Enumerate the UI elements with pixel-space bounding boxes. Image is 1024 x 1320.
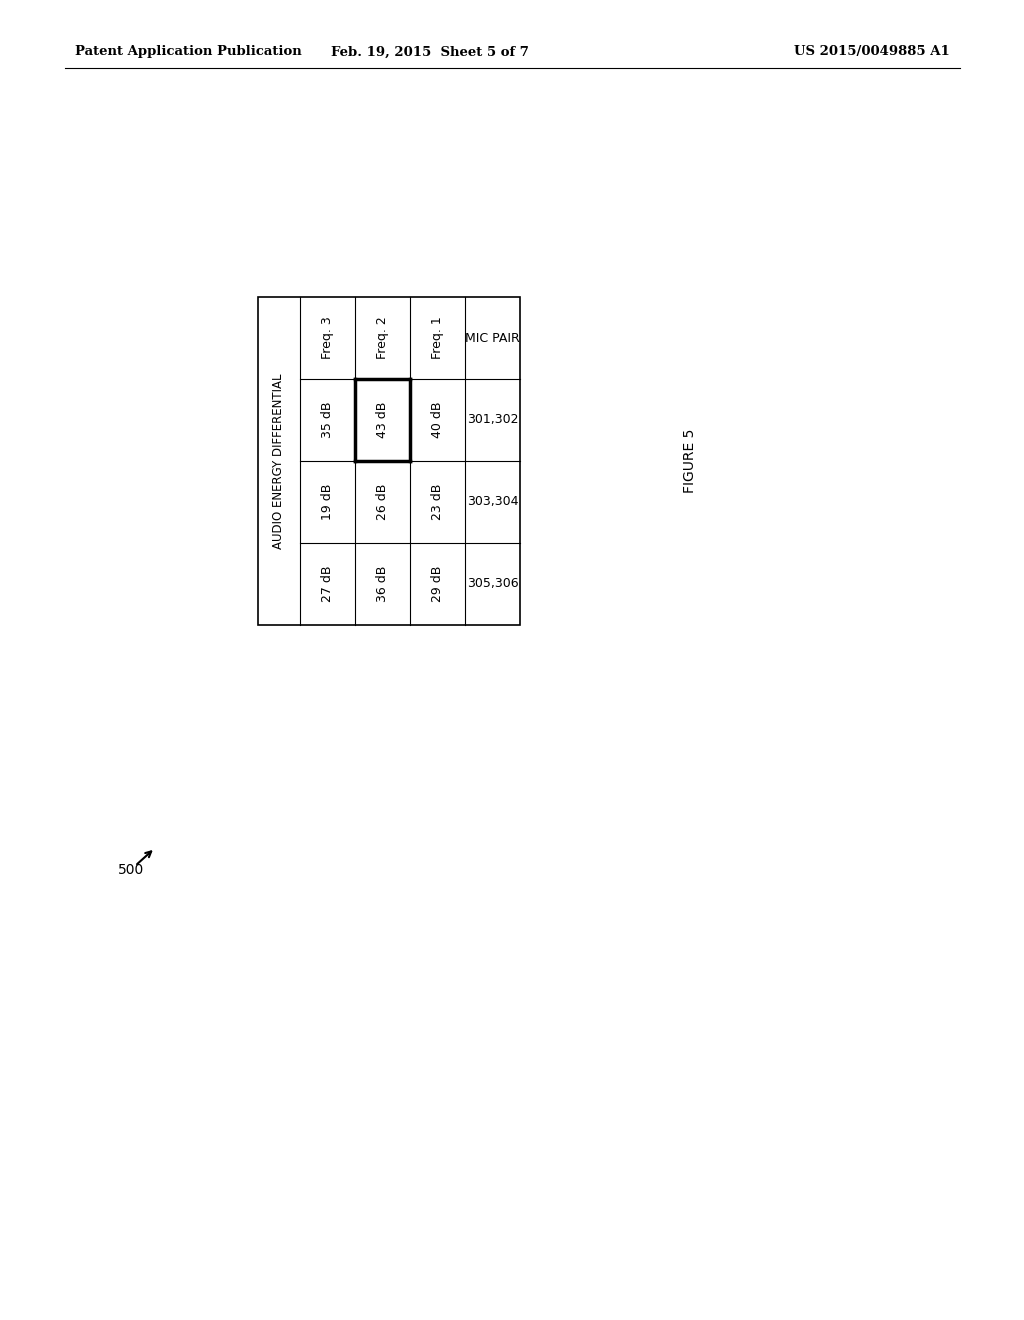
Text: 301,302: 301,302	[467, 413, 518, 426]
Text: 305,306: 305,306	[467, 578, 518, 590]
Text: US 2015/0049885 A1: US 2015/0049885 A1	[795, 45, 950, 58]
Text: 29 dB: 29 dB	[431, 566, 444, 602]
Text: 26 dB: 26 dB	[376, 484, 389, 520]
Text: Freq. 1: Freq. 1	[431, 317, 444, 359]
Text: Freq. 2: Freq. 2	[376, 317, 389, 359]
Text: 40 dB: 40 dB	[431, 401, 444, 438]
Text: 19 dB: 19 dB	[321, 484, 334, 520]
Text: 35 dB: 35 dB	[321, 401, 334, 438]
Text: MIC PAIR: MIC PAIR	[465, 331, 520, 345]
Text: Feb. 19, 2015  Sheet 5 of 7: Feb. 19, 2015 Sheet 5 of 7	[331, 45, 529, 58]
Text: 43 dB: 43 dB	[376, 401, 389, 438]
Text: AUDIO ENERGY DIFFERENTIAL: AUDIO ENERGY DIFFERENTIAL	[272, 374, 286, 549]
Text: 500: 500	[118, 863, 144, 876]
Text: 36 dB: 36 dB	[376, 566, 389, 602]
Text: 27 dB: 27 dB	[321, 566, 334, 602]
Text: Freq. 3: Freq. 3	[321, 317, 334, 359]
Text: FIGURE 5: FIGURE 5	[683, 429, 697, 494]
Text: 303,304: 303,304	[467, 495, 518, 508]
Bar	[258, 297, 520, 624]
Text: Patent Application Publication: Patent Application Publication	[75, 45, 302, 58]
Text: 23 dB: 23 dB	[431, 484, 444, 520]
